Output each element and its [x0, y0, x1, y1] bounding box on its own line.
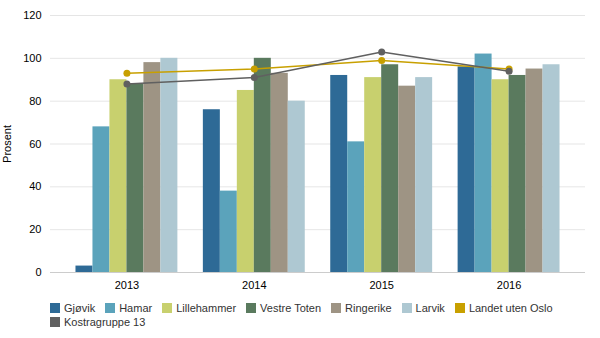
svg-text:0: 0 — [35, 266, 41, 278]
svg-text:Prosent: Prosent — [1, 125, 13, 163]
html-text:Ringerike: Ringerike — [345, 302, 392, 314]
svg-text:60: 60 — [29, 138, 41, 150]
html-text:Larvik: Larvik — [415, 302, 445, 314]
html-text:Landet uten Oslo: Landet uten Oslo — [468, 302, 553, 314]
html-text:Gjøvik: Gjøvik — [64, 302, 96, 314]
html-text:Hamar: Hamar — [119, 302, 153, 314]
html-text:Lillehammer: Lillehammer — [176, 302, 237, 314]
html-text:Kostragruppe 13: Kostragruppe 13 — [64, 316, 146, 328]
svg-text:100: 100 — [23, 52, 41, 64]
svg-text:2014: 2014 — [242, 279, 266, 291]
svg-text:80: 80 — [29, 95, 41, 107]
svg-text:20: 20 — [29, 223, 41, 235]
svg-text:120: 120 — [23, 9, 41, 21]
html-text:Vestre Toten: Vestre Toten — [260, 302, 322, 314]
svg-text:2013: 2013 — [115, 279, 139, 291]
svg-text:2016: 2016 — [497, 279, 521, 291]
svg-text:40: 40 — [29, 180, 41, 192]
svg-text:2015: 2015 — [369, 279, 393, 291]
